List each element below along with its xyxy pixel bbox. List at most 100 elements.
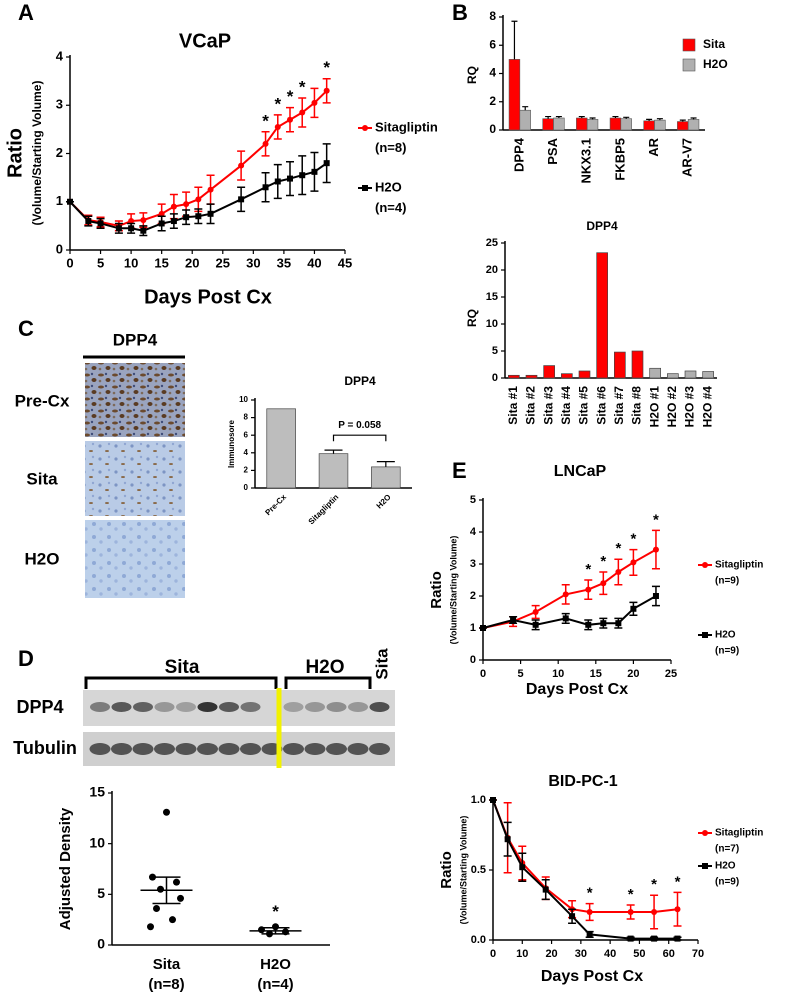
y-tick-label: 8 (244, 413, 249, 422)
sem-bar (152, 876, 181, 905)
data-point (177, 894, 184, 902)
significance-mark: * (274, 94, 281, 113)
panel-label: C (18, 316, 34, 341)
ihc-image (85, 520, 185, 598)
y-tick-label: 4 (489, 66, 496, 80)
x-tick-label: 40 (604, 948, 616, 960)
x-tick-note: (n=8) (148, 976, 184, 993)
panel-label: B (452, 0, 468, 25)
legend-swatch (682, 58, 696, 72)
x-tick-label: AR (646, 137, 661, 156)
blot-band (197, 743, 218, 755)
marker (323, 87, 330, 94)
significance-mark: * (653, 511, 659, 528)
error-bar (656, 118, 663, 121)
chart-title: BID-PC-1 (548, 773, 617, 790)
y-axis-sublabel: (Volume/Starting Volume) (30, 81, 44, 226)
marker (274, 178, 281, 185)
marker (615, 569, 622, 575)
blot-band (132, 743, 154, 755)
bracket (332, 434, 387, 442)
y-tick-label: 0 (244, 483, 249, 492)
blot-band (240, 743, 261, 755)
x-tick-label: 15 (154, 255, 168, 270)
blot-band (348, 702, 368, 712)
bar (508, 374, 520, 379)
blot-band (176, 702, 196, 712)
marker (674, 906, 681, 913)
y-tick-label: 4 (470, 526, 477, 538)
error-bar (578, 115, 585, 118)
significance-mark: * (323, 58, 330, 77)
y-tick-label: 0 (470, 654, 476, 666)
significance-mark: * (630, 531, 636, 548)
blot-group: Sita (165, 657, 200, 678)
bar (586, 119, 599, 131)
blot-band (111, 743, 132, 755)
marker (311, 99, 318, 106)
marker (652, 593, 659, 599)
blot-band (304, 743, 326, 755)
blot-band (154, 702, 175, 712)
y-axis-label: Ratio (438, 851, 455, 889)
bar (643, 120, 655, 131)
y-tick-label: 6 (489, 37, 496, 51)
legend-label: Sitagliptin (715, 828, 763, 839)
marker (287, 175, 293, 182)
blot-band (369, 743, 390, 755)
y-tick-label: 10 (89, 834, 105, 850)
bar (614, 351, 626, 379)
data-point (163, 808, 170, 816)
x-axis-label: Days Post Cx (541, 968, 643, 985)
sem-bar (261, 927, 290, 935)
x-tick-label: 10 (516, 948, 528, 960)
marker (170, 218, 177, 225)
panel-label: D (18, 646, 34, 671)
marker (262, 184, 269, 191)
y-tick-label: 0 (56, 241, 63, 256)
y-tick-label: 0 (492, 372, 498, 384)
y-tick-label: 0.0 (471, 934, 486, 946)
significance-mark: * (615, 540, 621, 557)
error-bar (612, 115, 619, 118)
legend-label: Sitagliptin (375, 119, 438, 134)
x-axis-label: Days Post Cx (526, 681, 628, 698)
marker (586, 909, 593, 915)
blot-group: H2O (305, 657, 344, 678)
marker (630, 559, 637, 566)
y-tick-label: 5 (470, 494, 476, 506)
bar (620, 118, 632, 131)
bar (631, 350, 644, 379)
bar (525, 374, 538, 379)
data-point (157, 885, 164, 893)
marker (490, 797, 496, 803)
blot-band (347, 743, 369, 755)
marker (262, 140, 269, 147)
marker (299, 109, 306, 116)
x-tick-label: 45 (338, 255, 352, 270)
blot-band (218, 743, 240, 755)
blot-band (369, 702, 390, 712)
x-tick-label: Sitagliptin (307, 492, 341, 526)
x-tick-label: AR-V7 (680, 138, 695, 177)
legend-note: (n=9) (715, 877, 739, 888)
significance-mark: * (675, 873, 681, 890)
bar (371, 466, 401, 489)
y-tick-label: 4 (56, 48, 64, 63)
bracket (84, 676, 372, 689)
marker (652, 546, 659, 553)
marker (323, 160, 330, 167)
y-tick-label: 5 (492, 345, 498, 357)
x-tick-label: H2O #4 (700, 386, 714, 428)
x-tick-label: 60 (663, 948, 675, 960)
error-bar (679, 119, 686, 122)
x-tick-label: Sita #8 (630, 386, 644, 425)
legend-note: (n=9) (715, 576, 739, 587)
y-axis-label: RQ (465, 309, 479, 327)
x-tick-label: 5 (97, 255, 104, 270)
blot-band (326, 702, 347, 712)
blot-band (240, 702, 261, 712)
bar (654, 119, 666, 131)
chart-title: VCaP (179, 30, 231, 52)
